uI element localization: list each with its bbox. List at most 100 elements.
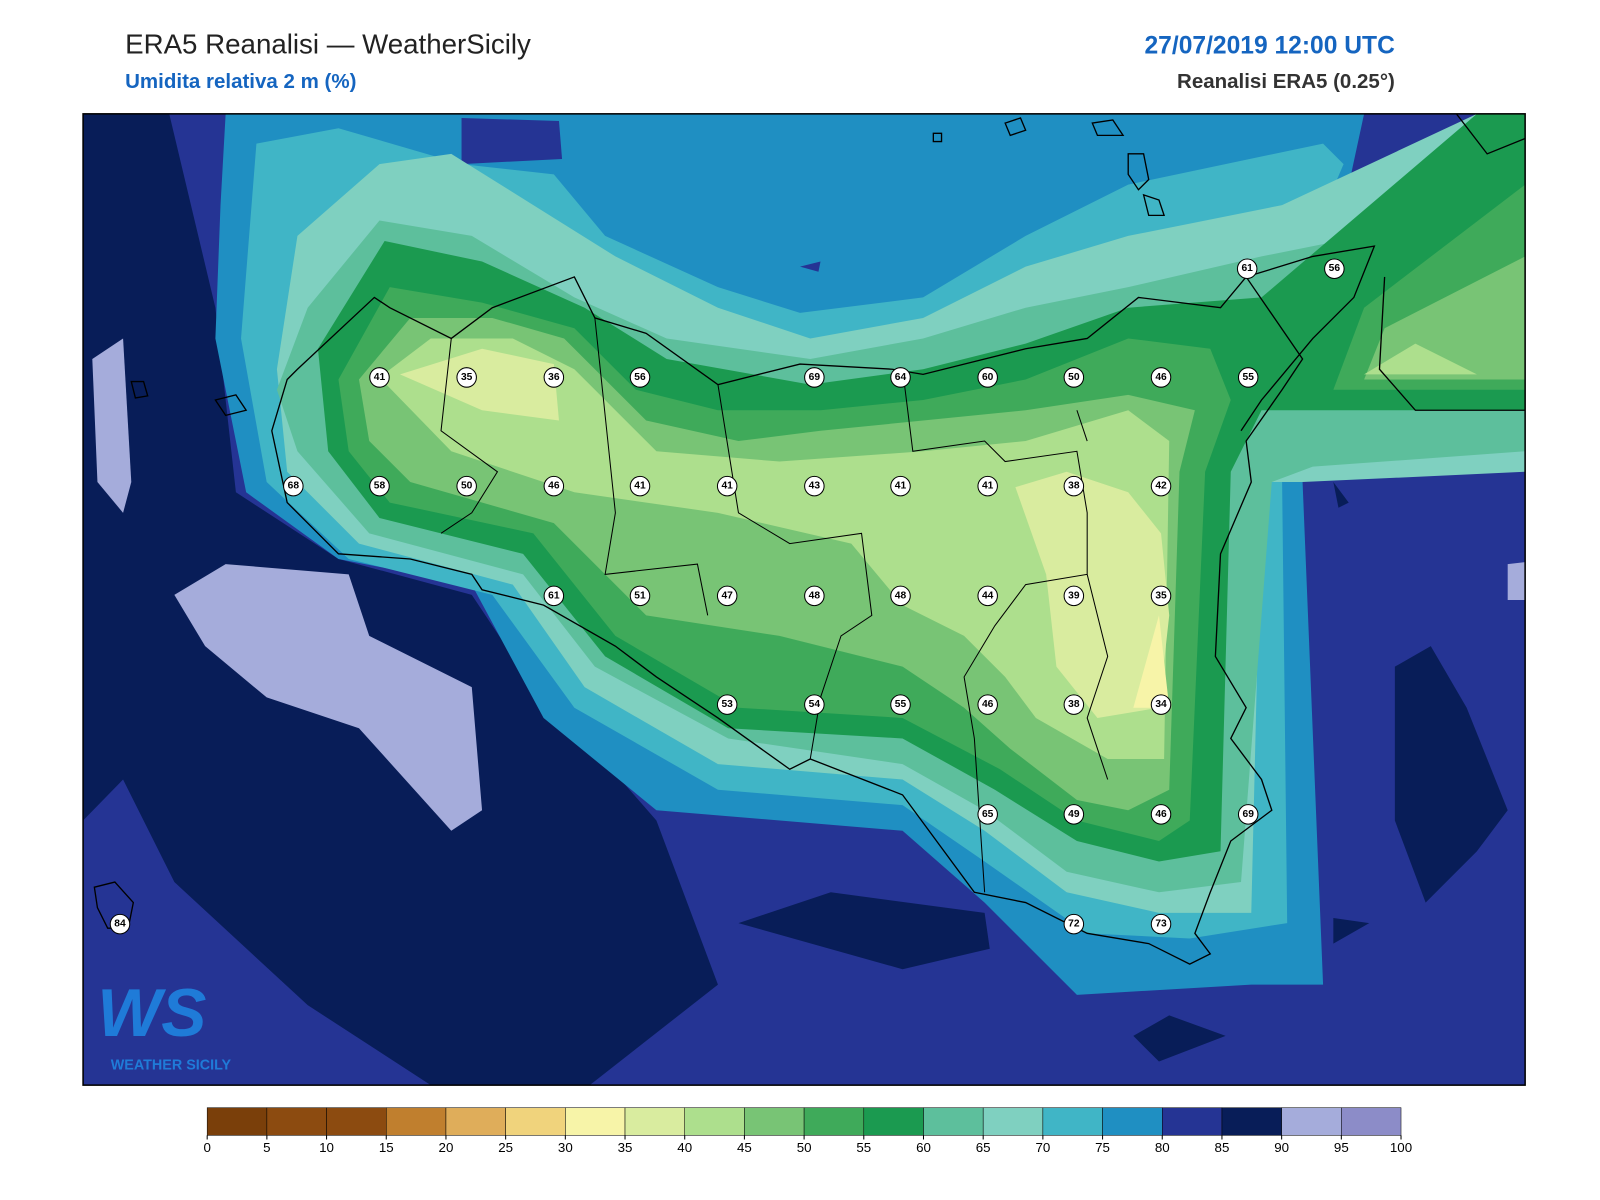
humidity-band <box>1364 256 1526 380</box>
province-borders <box>440 317 1109 893</box>
colorbar-tick-label: 75 <box>1095 1140 1110 1155</box>
logo-mark: WS <box>97 976 206 1051</box>
station-value: 69 <box>809 372 821 383</box>
humidity-band <box>1133 1015 1226 1062</box>
humidity-band <box>738 892 990 970</box>
station-marker <box>283 475 304 497</box>
station-value: 50 <box>1068 372 1080 383</box>
station-marker <box>977 367 998 388</box>
station-value: 84 <box>114 919 126 930</box>
colorbar-tick-label: 55 <box>856 1140 871 1155</box>
colorbar-segment <box>266 1107 327 1136</box>
station-value: 68 <box>288 481 300 492</box>
station-marker <box>456 367 477 388</box>
station-value: 36 <box>548 372 560 383</box>
station-marker <box>977 475 998 497</box>
station-marker <box>1237 804 1259 825</box>
colorbar-tick-label: 5 <box>263 1140 270 1155</box>
station-value: 43 <box>809 481 821 492</box>
station-marker <box>1150 475 1172 497</box>
station-marker <box>1237 367 1259 388</box>
station-value: 38 <box>1068 481 1080 492</box>
calabria-coast <box>1240 113 1526 432</box>
station-marker <box>1236 258 1258 279</box>
station-marker <box>977 585 998 607</box>
colorbar-tick-label: 70 <box>1035 1140 1050 1155</box>
colorbar-segment <box>505 1107 566 1136</box>
station-value: 55 <box>1243 372 1255 383</box>
colorbar-segment <box>326 1107 387 1136</box>
station-value: 34 <box>1155 699 1167 710</box>
station-value: 41 <box>895 481 907 492</box>
station-value: 53 <box>721 699 733 710</box>
station-marker <box>629 475 651 497</box>
station-value: 35 <box>461 372 473 383</box>
colorbar-segment <box>684 1107 745 1136</box>
station-value: 41 <box>634 481 646 492</box>
colorbar-segment <box>386 1107 447 1136</box>
station-marker <box>890 585 911 607</box>
station-labels: 41 35 36 56 69 64 60 50 46 55 61 56 68 58 50 46 41 41 43 41… <box>109 258 1345 935</box>
station-marker <box>369 367 390 388</box>
colorbar-segment <box>1102 1107 1163 1136</box>
colorbar-segment <box>206 1107 268 1136</box>
humidity-band <box>400 348 559 421</box>
station-marker <box>1063 913 1085 935</box>
station-marker <box>716 475 738 497</box>
source: Reanalisi ERA5 (0.25°) <box>1177 70 1395 93</box>
station-value: 69 <box>1243 809 1255 820</box>
station-value: 64 <box>895 372 907 383</box>
colorbar-tick-label: 20 <box>439 1140 454 1155</box>
colorbar-segment <box>744 1107 805 1136</box>
station-marker <box>804 367 825 388</box>
colorbar-tick-label: 40 <box>677 1140 692 1155</box>
station-value: 44 <box>982 590 994 601</box>
station-value: 48 <box>809 590 821 601</box>
station-marker <box>1063 804 1085 825</box>
station-value: 56 <box>1329 263 1341 274</box>
datetime: 27/07/2019 12:00 UTC <box>1144 32 1395 59</box>
colorbar: 0 5 10 15 20 25 30 35 40 45 50 55 60 65 70 75 80 85 90 95 10… <box>203 1107 1412 1155</box>
colorbar-tick-label: 35 <box>618 1140 633 1155</box>
station-marker <box>804 585 825 607</box>
sicily-coast <box>271 275 1304 965</box>
station-marker <box>1150 694 1172 715</box>
station-marker <box>1063 585 1085 607</box>
station-marker <box>629 367 651 388</box>
colorbar-segment <box>624 1107 685 1136</box>
colorbar-tick-label: 60 <box>916 1140 931 1155</box>
colorbar-segment <box>803 1107 865 1136</box>
humidity-band <box>92 338 132 513</box>
station-marker <box>369 475 390 497</box>
station-marker <box>1150 367 1172 388</box>
station-value: 60 <box>982 372 994 383</box>
station-marker <box>109 913 131 935</box>
colorbar-tick-label: 15 <box>379 1140 394 1155</box>
station-value: 58 <box>374 481 386 492</box>
humidity-band <box>800 261 821 272</box>
station-marker <box>456 475 477 497</box>
colorbar-tick-label: 90 <box>1274 1140 1289 1155</box>
station-value: 42 <box>1155 481 1167 492</box>
station-value: 38 <box>1068 699 1080 710</box>
station-marker <box>804 694 825 715</box>
humidity-band <box>1507 562 1526 600</box>
station-value: 41 <box>982 481 994 492</box>
station-value: 39 <box>1068 590 1080 601</box>
colorbar-segment <box>1042 1107 1103 1136</box>
station-marker <box>977 694 998 715</box>
station-marker <box>629 585 651 607</box>
station-marker <box>1150 804 1172 825</box>
station-value: 61 <box>1241 263 1253 274</box>
colorbar-segment <box>1221 1107 1282 1136</box>
station-value: 54 <box>809 699 821 710</box>
station-value: 72 <box>1068 919 1080 930</box>
station-value: 56 <box>634 372 646 383</box>
humidity-band <box>83 779 431 1086</box>
colorbar-tick-label: 10 <box>319 1140 334 1155</box>
station-value: 46 <box>982 699 994 710</box>
station-marker <box>1063 367 1085 388</box>
colorbar-tick-label: 45 <box>737 1140 752 1155</box>
humidity-band <box>1133 615 1170 708</box>
station-value: 46 <box>1155 809 1167 820</box>
